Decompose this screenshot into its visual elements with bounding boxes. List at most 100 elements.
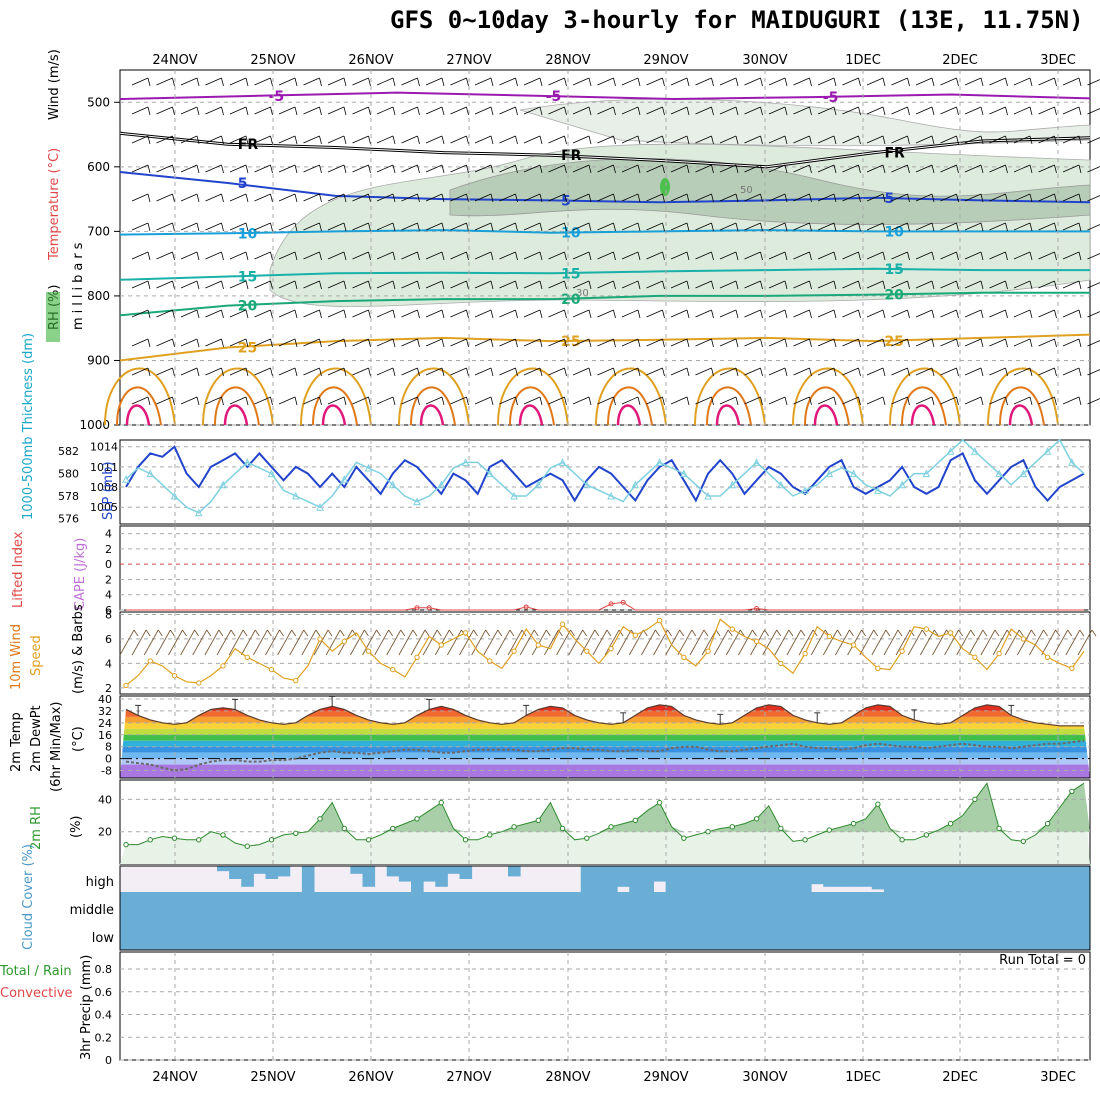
wind-barb-flag <box>711 251 714 261</box>
wind-barb <box>695 106 712 115</box>
wind-barb <box>1087 137 1100 144</box>
wind-barb <box>842 77 859 86</box>
y-tick-label: 600 <box>87 160 110 174</box>
wind-barb <box>254 135 271 144</box>
rh-marker <box>535 817 542 824</box>
wind-barb <box>842 251 859 260</box>
wind-speed-marker <box>899 648 905 654</box>
wind-barb <box>621 396 639 405</box>
wind-barb-flag <box>956 396 959 406</box>
wind-barb-flag <box>882 367 886 377</box>
wind-barb-flag <box>368 77 371 87</box>
wind-barb <box>1087 282 1100 289</box>
rh-marker <box>341 825 347 832</box>
hot-contour <box>125 404 151 426</box>
wind-barb-flag <box>858 135 861 145</box>
thickness-marker <box>170 491 179 500</box>
rh-marker <box>1044 820 1051 827</box>
slp-tick-label: 1005 <box>90 501 118 514</box>
wind-barb <box>401 106 418 115</box>
cloud-high-bar <box>1029 866 1042 892</box>
wind-barb-flag <box>1005 77 1008 87</box>
contour-line <box>119 171 1091 204</box>
wind-barb <box>866 106 884 115</box>
wind-barb <box>842 164 859 173</box>
wind-barb <box>548 193 565 202</box>
wind-barb-flag <box>784 222 788 232</box>
wind-barb <box>278 251 296 260</box>
wind-barb <box>229 135 247 144</box>
wind-barb <box>1062 367 1080 376</box>
wind-barb <box>474 338 492 347</box>
wind-barb-flag <box>613 367 616 377</box>
wind-barb-flag <box>172 222 175 232</box>
wind-barb <box>1038 164 1055 173</box>
wind-tick-label: 8 <box>105 608 112 621</box>
wind-barb-flag <box>368 338 371 348</box>
wind-barb-flag <box>147 164 151 174</box>
wind-barb <box>499 77 516 86</box>
wind-barb <box>229 309 247 318</box>
dewpt-side-label-group: 2m DewPt <box>29 705 44 772</box>
wind-barb-flag <box>582 629 588 637</box>
wind-barb-flag <box>858 309 861 319</box>
wind-barb <box>180 367 198 376</box>
wind-barb-flag <box>1054 135 1057 145</box>
wind-barb-flag <box>564 135 567 145</box>
panel-temp-frame <box>119 695 1091 779</box>
wind-barb-flag <box>1054 396 1057 406</box>
thickness-marker <box>898 480 906 489</box>
thickness-marker <box>364 463 373 472</box>
thickness-marker <box>291 491 300 500</box>
wind-barb <box>842 367 859 376</box>
wind-barb <box>278 367 296 376</box>
wind-barb-flag <box>490 135 494 145</box>
wind-barb <box>695 193 712 202</box>
wind-barb <box>425 367 443 376</box>
wind-barb <box>1062 77 1080 86</box>
wind-barb-flag <box>980 135 984 145</box>
wind-barb <box>817 135 835 144</box>
wind-barb-flag <box>760 396 763 406</box>
wind-barb <box>131 106 149 115</box>
wind-barb-flag <box>760 251 763 261</box>
wind-barb-flag <box>315 629 321 637</box>
wind-barb <box>495 629 511 656</box>
wind-barb-flag <box>873 629 879 637</box>
wind-barb <box>548 135 565 144</box>
wind-barb-flag <box>907 135 910 145</box>
rh-label: 30 <box>576 288 589 299</box>
wind-barb <box>1062 222 1080 231</box>
wind-barb-flag <box>196 222 200 232</box>
wind-barb-flag <box>1055 629 1060 637</box>
wind-barb-flag <box>417 193 420 203</box>
wind-barb <box>695 309 712 318</box>
wind-barb-flag <box>980 164 984 174</box>
wind-barb <box>1087 79 1100 86</box>
wind-barb <box>131 338 149 347</box>
temp-band <box>120 758 1090 765</box>
wind-barb-flag <box>441 135 445 145</box>
wind-barb-flag <box>637 106 641 116</box>
rh-marker <box>778 825 784 832</box>
wind-barb-flag <box>343 251 347 261</box>
wind-barb <box>670 106 688 115</box>
wind-barb <box>621 193 639 202</box>
wind-barb-flag <box>711 309 714 319</box>
wind-barb-flag <box>392 280 396 290</box>
rh-label: 50 <box>740 185 753 196</box>
cloud-high-bar <box>799 866 812 892</box>
wind-barbs-side-label: (m/s) & Barbs <box>71 604 86 694</box>
wind-barb-flag <box>637 193 641 203</box>
lifted-index-line <box>126 601 1084 611</box>
wind-speed-marker <box>462 630 469 636</box>
wind-barb <box>597 106 614 115</box>
wind-barb <box>425 309 443 318</box>
wind-barb <box>1013 396 1031 405</box>
wind-side-label: 10m Wind <box>9 624 24 690</box>
wind-barb-flag <box>662 106 665 116</box>
wind-barb <box>548 164 565 173</box>
wind-barb-flag <box>172 396 175 406</box>
wind-barb-flag <box>1054 338 1057 348</box>
wind-barb-flag <box>1018 629 1024 637</box>
